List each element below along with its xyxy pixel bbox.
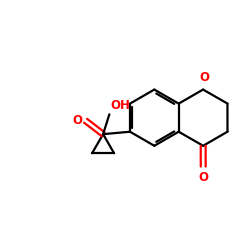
- Text: OH: OH: [110, 99, 130, 112]
- Text: O: O: [198, 172, 208, 184]
- Text: O: O: [73, 114, 83, 127]
- Text: O: O: [199, 71, 209, 84]
